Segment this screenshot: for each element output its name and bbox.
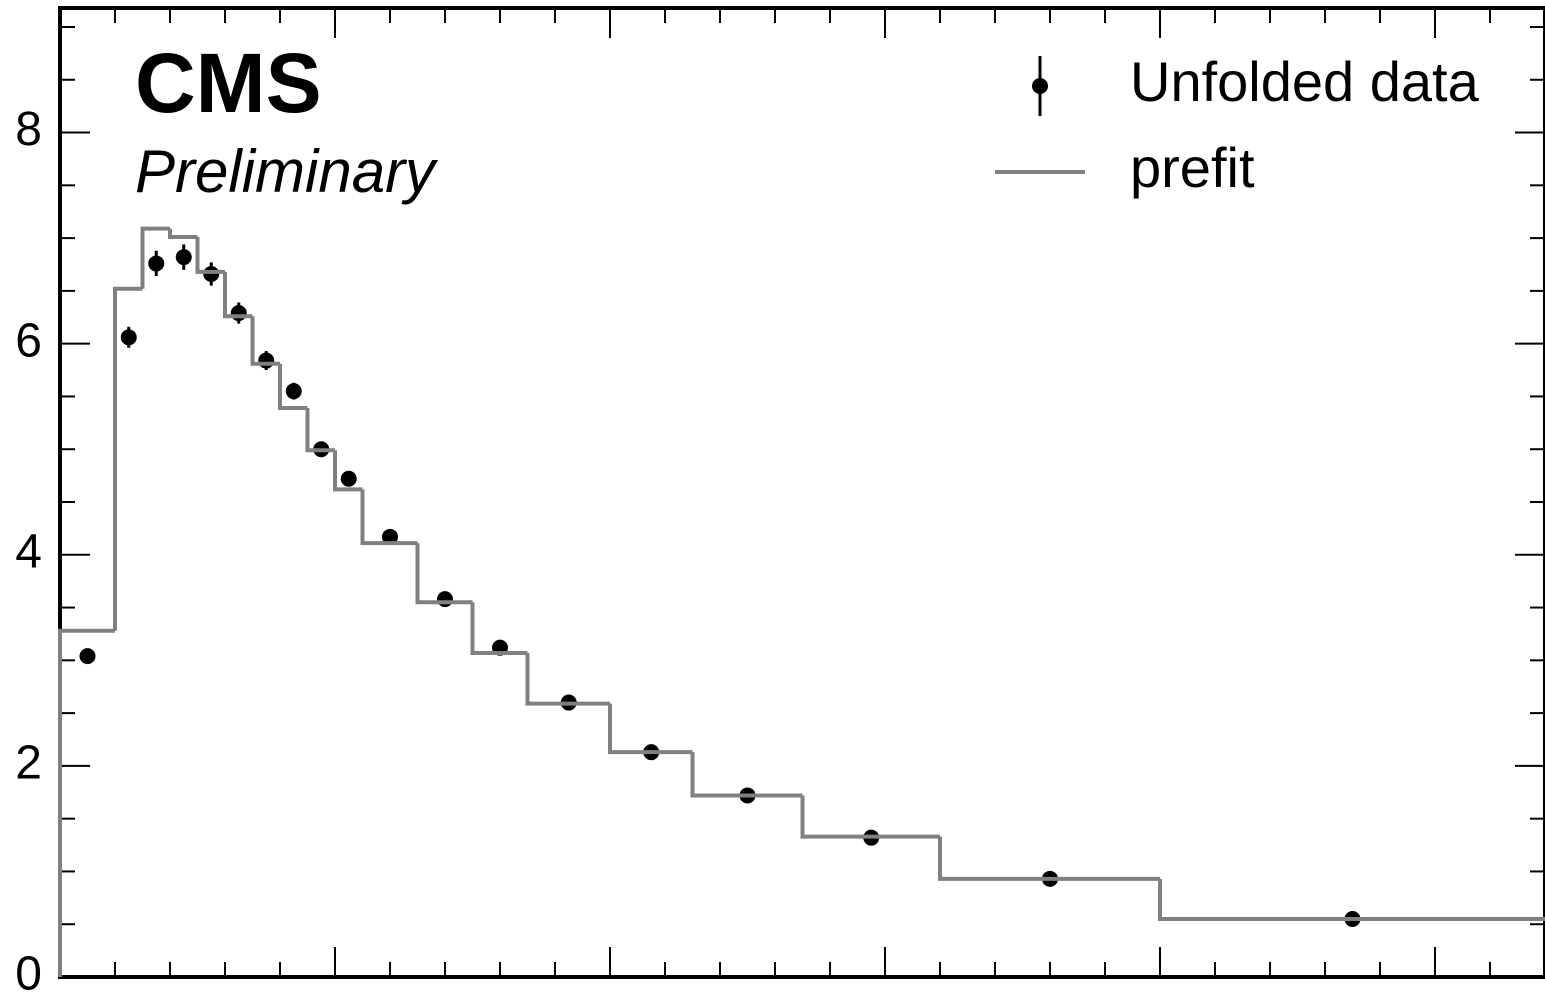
- prefit-step: [223, 271, 253, 319]
- data-point: [148, 255, 165, 272]
- data-point: [285, 383, 302, 400]
- chart-title: CMS: [135, 36, 322, 130]
- data-point: [79, 648, 96, 665]
- data-point: [382, 528, 398, 545]
- legend-label: Unfolded data: [1130, 50, 1480, 113]
- prefit-step: [415, 543, 473, 605]
- data-point: [120, 329, 137, 346]
- prefit-step: [1158, 878, 1545, 921]
- data-point: [437, 591, 453, 608]
- prefit-step: [333, 450, 363, 492]
- prefit-step: [690, 752, 803, 798]
- y-tick-label: 4: [15, 525, 42, 578]
- prefit-step: [470, 602, 528, 655]
- prefit-step: [525, 652, 610, 706]
- legend-marker: [1032, 78, 1048, 94]
- prefit-step: [800, 795, 940, 839]
- prefit-step: [938, 836, 1160, 881]
- data-point: [258, 352, 275, 369]
- prefit-step: [195, 237, 225, 274]
- chart-subtitle: Preliminary: [135, 138, 439, 205]
- data-point: [175, 249, 192, 266]
- prefit-step: [168, 228, 198, 240]
- prefit-step: [58, 628, 115, 977]
- prefit-step: [250, 316, 280, 366]
- prefit-step: [140, 226, 170, 289]
- data-point: [203, 266, 220, 282]
- y-tick-label: 8: [15, 103, 42, 156]
- prefit-step: [113, 286, 143, 631]
- y-tick-label: 2: [15, 737, 42, 790]
- legend-label: prefit: [1130, 136, 1255, 199]
- data-point: [230, 305, 247, 322]
- prefit-step: [608, 703, 693, 755]
- plot-frame: [58, 6, 1545, 979]
- prefit-step: [278, 363, 308, 411]
- y-tick-label: 6: [15, 314, 42, 367]
- y-tick-label: 0: [15, 948, 42, 999]
- prefit-step: [360, 489, 418, 546]
- prefit-step: [305, 408, 335, 453]
- data-point: [340, 470, 357, 487]
